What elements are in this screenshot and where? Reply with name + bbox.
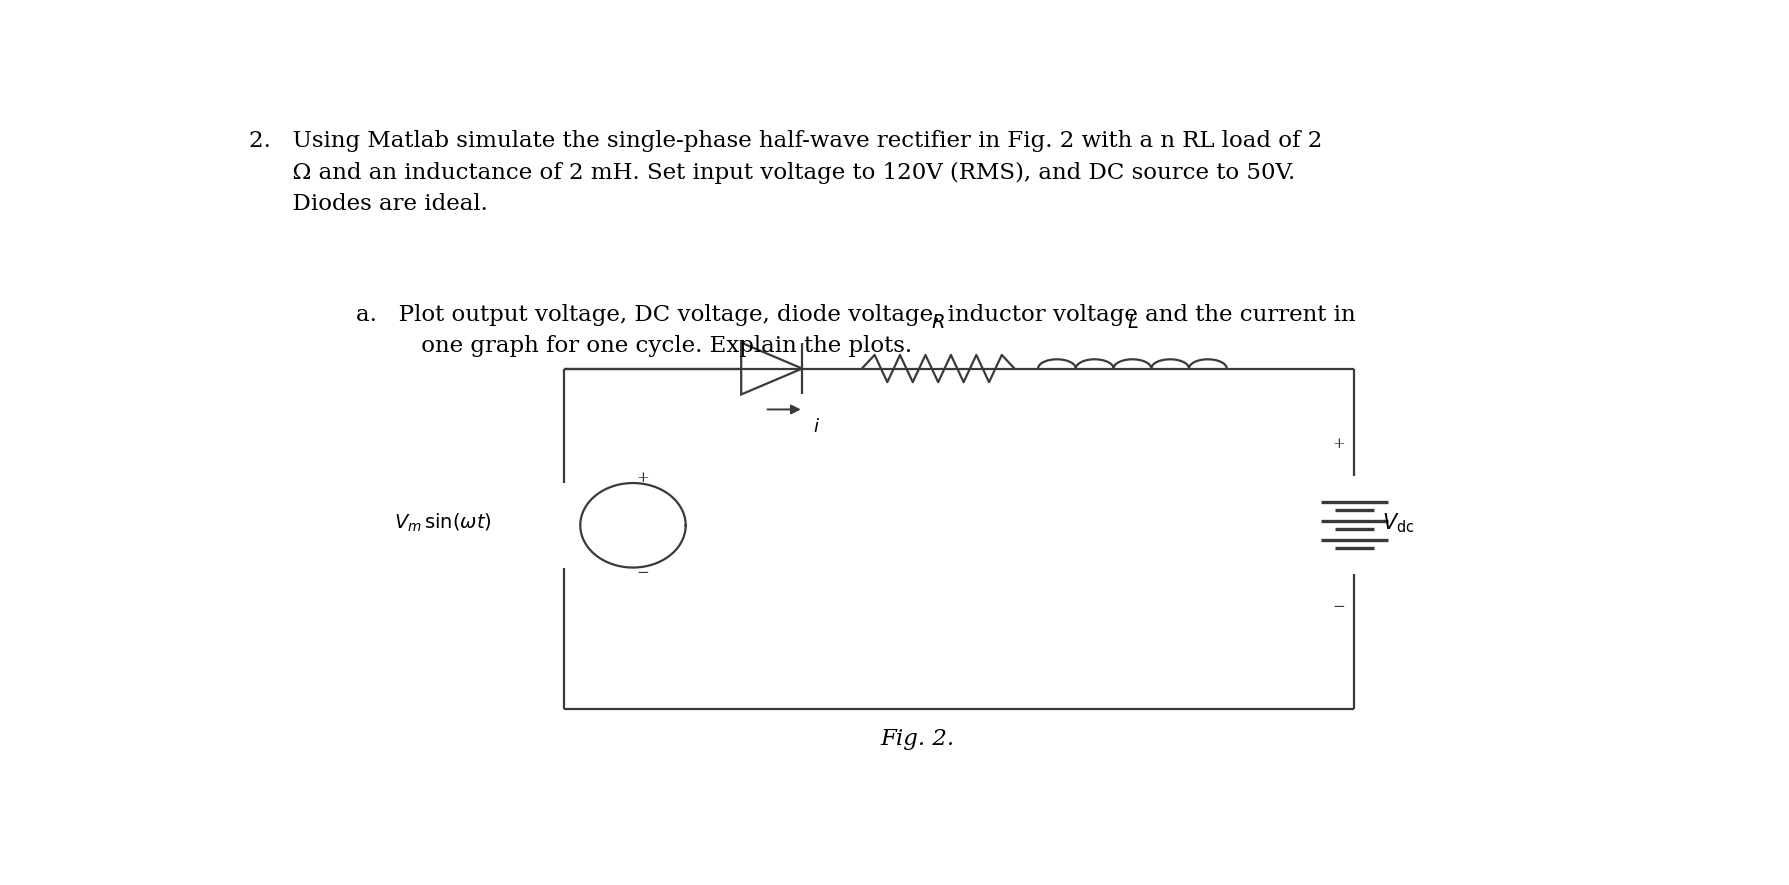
Text: $R$: $R$ (930, 314, 945, 333)
Text: $i$: $i$ (812, 418, 819, 435)
Text: a.   Plot output voltage, DC voltage, diode voltage, inductor voltage and the cu: a. Plot output voltage, DC voltage, diod… (356, 304, 1354, 358)
Text: $V_{\mathrm{dc}}$: $V_{\mathrm{dc}}$ (1381, 512, 1413, 535)
Text: −: − (1331, 600, 1344, 614)
Text: $L$: $L$ (1125, 314, 1138, 333)
Text: +: + (1331, 436, 1344, 450)
Text: −: − (635, 566, 649, 580)
Text: +: + (635, 471, 649, 485)
Text: $V_m\,\sin(\omega t)$: $V_m\,\sin(\omega t)$ (394, 512, 492, 535)
Text: Fig. 2.: Fig. 2. (880, 728, 954, 750)
Text: 2.   Using Matlab simulate the single-phase half-wave rectifier in Fig. 2 with a: 2. Using Matlab simulate the single-phas… (249, 130, 1322, 215)
